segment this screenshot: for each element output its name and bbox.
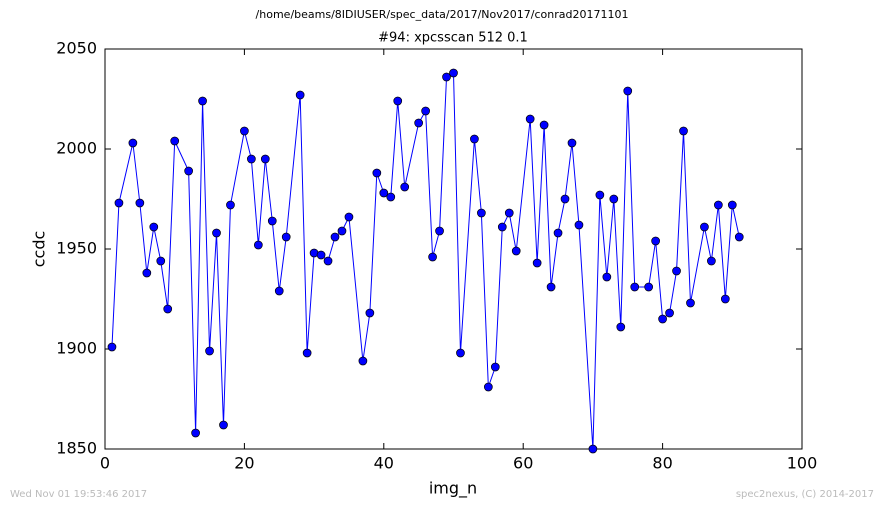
data-point	[184, 166, 193, 176]
x-tick-label: 40	[374, 454, 394, 473]
data-point	[539, 120, 549, 130]
y-tick-label: 1850	[56, 439, 97, 458]
data-point	[128, 138, 138, 148]
x-tick-label: 80	[652, 454, 672, 473]
data-point	[602, 272, 612, 282]
data-point	[665, 308, 674, 318]
data-point	[135, 198, 145, 208]
data-point	[686, 298, 695, 308]
data-point	[658, 314, 667, 324]
data-point	[386, 192, 396, 202]
data-point	[428, 252, 437, 262]
data-point	[365, 308, 375, 318]
data-point	[525, 114, 535, 124]
data-point	[295, 90, 305, 100]
data-point	[107, 342, 117, 352]
data-point	[260, 154, 270, 164]
data-point	[490, 362, 500, 372]
data-point	[191, 428, 200, 438]
data-point	[400, 182, 410, 192]
data-point	[734, 232, 744, 242]
data-point	[511, 246, 521, 256]
data-point	[567, 138, 577, 148]
data-point	[679, 126, 688, 136]
data-point	[595, 190, 605, 200]
data-point	[477, 208, 486, 218]
y-tick-label: 2000	[56, 139, 97, 158]
data-point	[532, 258, 542, 268]
data-point	[700, 222, 709, 232]
data-point	[644, 282, 654, 292]
x-axis-label: img_n	[429, 479, 477, 499]
chart-title: #94: xpcsscan 512 0.1	[378, 31, 528, 46]
plot-area	[104, 48, 803, 450]
data-point	[156, 256, 166, 266]
data-point	[372, 168, 382, 178]
data-point	[212, 228, 221, 238]
data-point	[163, 304, 173, 314]
y-axis-label: ccdc	[30, 231, 49, 268]
data-point	[707, 256, 716, 266]
x-tick-label: 60	[513, 454, 533, 473]
data-point	[302, 348, 312, 358]
data-point	[267, 216, 277, 226]
x-tick-label: 20	[234, 454, 254, 473]
data-point	[205, 346, 214, 356]
data-point	[470, 134, 479, 144]
x-tick-label: 100	[787, 454, 818, 473]
data-point	[393, 96, 403, 106]
data-point	[330, 232, 340, 242]
data-point	[170, 136, 180, 146]
data-point	[574, 220, 584, 230]
data-point	[198, 96, 207, 106]
data-point	[253, 240, 263, 250]
data-point	[316, 250, 326, 260]
footer-left: Wed Nov 01 19:53:46 2017	[10, 489, 147, 500]
data-point	[616, 322, 626, 332]
data-point	[630, 282, 640, 292]
suptitle: /home/beams/8IDIUSER/spec_data/2017/Nov2…	[256, 8, 629, 21]
data-point	[651, 236, 660, 246]
data-point	[358, 356, 368, 366]
data-point	[504, 208, 514, 218]
data-point	[609, 194, 619, 204]
data-point	[337, 226, 347, 236]
y-tick-label: 1950	[56, 239, 97, 258]
data-point	[560, 194, 570, 204]
x-tick-label: 0	[100, 454, 110, 473]
data-point	[623, 86, 633, 96]
data-point	[240, 126, 249, 136]
data-point	[149, 222, 159, 232]
data-point	[281, 232, 291, 242]
data-point	[226, 200, 235, 210]
data-point	[274, 286, 284, 296]
data-point	[727, 200, 737, 210]
data-point	[720, 294, 730, 304]
data-point	[449, 68, 458, 78]
y-tick-label: 2050	[56, 39, 97, 58]
data-point	[421, 106, 430, 116]
footer-right: spec2nexus, (C) 2014-2017	[736, 489, 874, 500]
data-line	[111, 72, 740, 450]
data-point	[379, 188, 389, 198]
data-point	[484, 382, 493, 392]
data-point	[442, 72, 451, 82]
data-point	[588, 444, 598, 454]
data-point	[323, 256, 333, 266]
data-point	[672, 266, 681, 276]
data-point	[435, 226, 444, 236]
y-tick-label: 1900	[56, 339, 97, 358]
data-point	[553, 228, 563, 238]
data-point	[114, 198, 124, 208]
data-point	[344, 212, 354, 222]
data-point	[142, 268, 152, 278]
data-point	[497, 222, 507, 232]
data-point	[219, 420, 228, 430]
data-point	[414, 118, 423, 128]
data-point	[456, 348, 465, 358]
data-point	[546, 282, 556, 292]
data-point	[714, 200, 723, 210]
data-point	[247, 154, 256, 164]
